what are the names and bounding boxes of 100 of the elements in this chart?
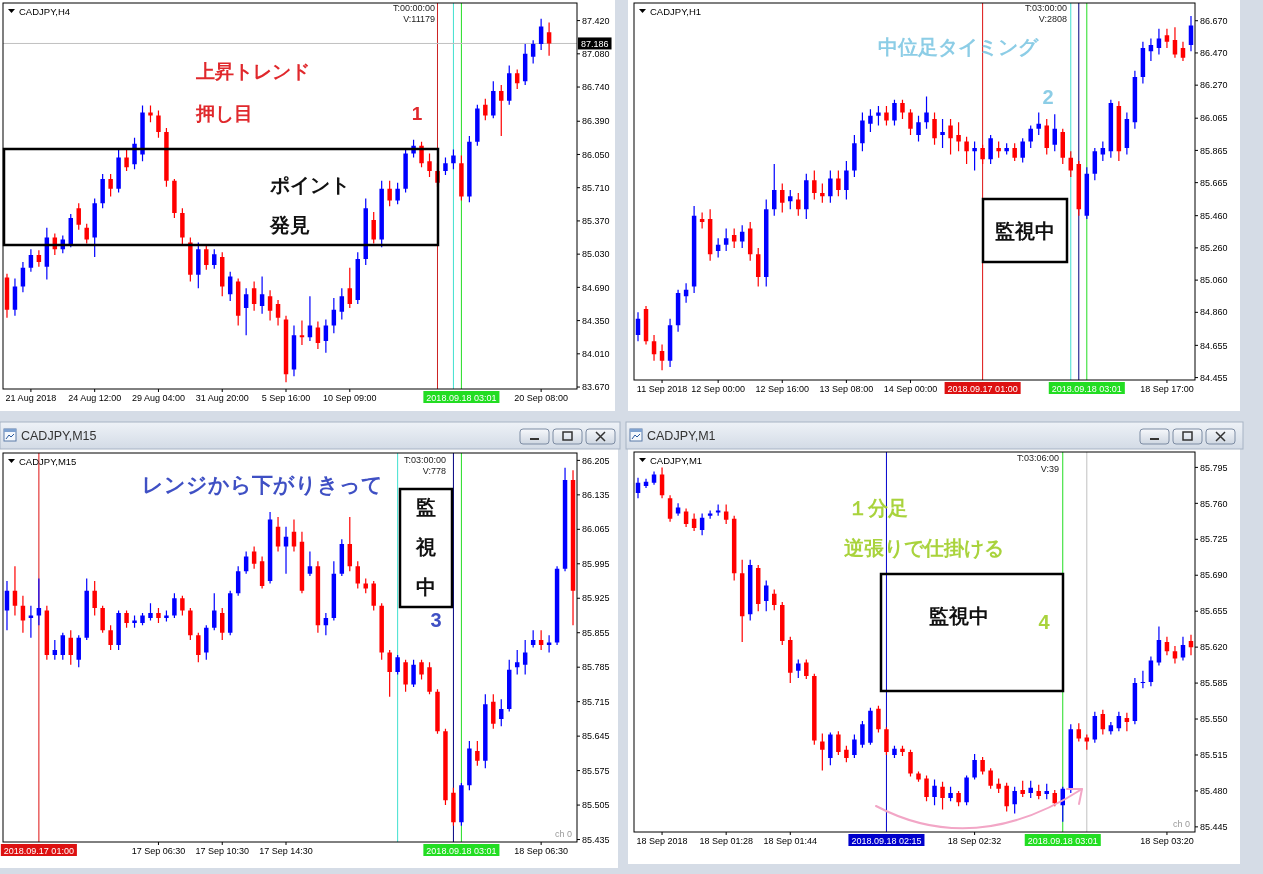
candlestick (683, 508, 689, 527)
candlestick (788, 636, 793, 684)
x-tick-label: 2018.09.17 01:00 (947, 383, 1018, 394)
candlestick (60, 632, 66, 660)
y-tick-label: 85.435 (582, 834, 610, 845)
y-tick-label: 84.860 (1200, 307, 1228, 318)
candlestick (876, 106, 881, 126)
y-tick-label: 85.655 (1200, 606, 1228, 617)
candlestick (820, 733, 825, 771)
candlestick (92, 198, 97, 258)
candlestick (635, 312, 641, 342)
candlestick (1012, 143, 1017, 161)
candlestick (100, 174, 105, 209)
candlestick (283, 526, 289, 574)
candlestick (379, 180, 384, 248)
annotation: V:39 (1040, 464, 1059, 474)
candlestick (546, 22, 552, 56)
y-tick-label: 85.260 (1200, 243, 1228, 254)
candlestick (723, 228, 729, 252)
y-tick-label: 86.205 (582, 455, 610, 466)
annotation: 3 (430, 609, 442, 631)
candlestick (459, 782, 464, 826)
x-tick-label: 12 Sep 00:00 (691, 384, 745, 394)
candlestick (299, 531, 305, 594)
candlestick (427, 153, 432, 177)
candlestick (820, 183, 825, 203)
candlestick (156, 608, 161, 623)
candlestick (283, 315, 289, 383)
candlestick (371, 581, 376, 611)
y-tick-label: 85.710 (582, 182, 610, 193)
candlestick (1148, 656, 1154, 687)
candlestick (164, 128, 169, 187)
candlestick (996, 141, 1001, 158)
y-tick-label: 84.690 (582, 282, 610, 293)
candlestick (860, 112, 865, 152)
candlestick (964, 136, 969, 165)
candlestick (243, 551, 249, 574)
candlestick (227, 590, 233, 636)
y-tick-label: 85.550 (1200, 714, 1228, 725)
candlestick (972, 753, 977, 780)
candlestick (924, 96, 929, 129)
candlestick (172, 593, 177, 618)
candlestick (1140, 670, 1146, 689)
candlestick (315, 561, 321, 633)
candlestick (140, 105, 145, 162)
candlestick (132, 615, 137, 628)
candlestick (188, 608, 193, 641)
candlestick (1012, 786, 1017, 814)
candlestick (1172, 646, 1178, 664)
chart-subtitle: CADJPY,M1 (650, 455, 703, 466)
x-tick-label: 5 Sep 16:00 (261, 393, 311, 403)
candlestick (419, 659, 424, 680)
candlestick (924, 775, 929, 802)
candlestick (1156, 28, 1162, 55)
candlestick (530, 40, 536, 64)
candlestick (546, 635, 552, 653)
annotation: 1 (411, 103, 423, 124)
y-tick-label: 85.445 (1200, 822, 1228, 833)
chart-title: CADJPY,H4 (19, 6, 71, 17)
candlestick (28, 249, 34, 272)
candlestick (1164, 636, 1170, 656)
candlestick (908, 109, 913, 136)
annotation: T:03:06:00 (1016, 453, 1059, 463)
y-tick-label: 84.655 (1200, 340, 1228, 351)
candlestick (988, 135, 993, 165)
candlestick (828, 170, 833, 203)
candlestick (4, 581, 10, 631)
candlestick (1140, 41, 1146, 84)
candlestick (675, 503, 681, 516)
y-tick-label: 87.420 (582, 15, 610, 26)
candlestick (667, 318, 673, 368)
y-tick-label: 86.390 (582, 116, 610, 127)
candlestick (164, 610, 169, 622)
candlestick (1180, 41, 1186, 61)
candlestick (371, 212, 376, 244)
candlestick (788, 189, 793, 210)
candlestick (36, 250, 42, 267)
y-tick-label: 84.455 (1200, 372, 1228, 383)
annotation: T:03:00:00 (403, 455, 446, 465)
candlestick (514, 69, 520, 89)
candlestick (796, 193, 801, 216)
candlestick (667, 495, 673, 522)
candlestick (124, 149, 129, 172)
y-tick-label: 85.715 (582, 696, 610, 707)
y-tick-label: 84.350 (582, 315, 610, 326)
chart-title: CADJPY,M1 (647, 429, 716, 443)
candlestick (339, 288, 345, 320)
candlestick (1028, 125, 1033, 148)
annotation: 上昇トレンド (195, 61, 310, 82)
candlestick (522, 640, 528, 675)
y-tick-label: 86.470 (1200, 48, 1228, 59)
candlestick (780, 601, 785, 646)
x-tick-label: 2018.09.18 03:01 (426, 845, 497, 856)
candlestick (932, 779, 937, 806)
candlestick (900, 99, 905, 119)
candlestick (148, 105, 153, 123)
candlestick (395, 654, 400, 675)
candlestick (643, 478, 649, 488)
x-tick-label: 17 Sep 06:30 (131, 846, 186, 856)
candlestick (1172, 27, 1178, 58)
